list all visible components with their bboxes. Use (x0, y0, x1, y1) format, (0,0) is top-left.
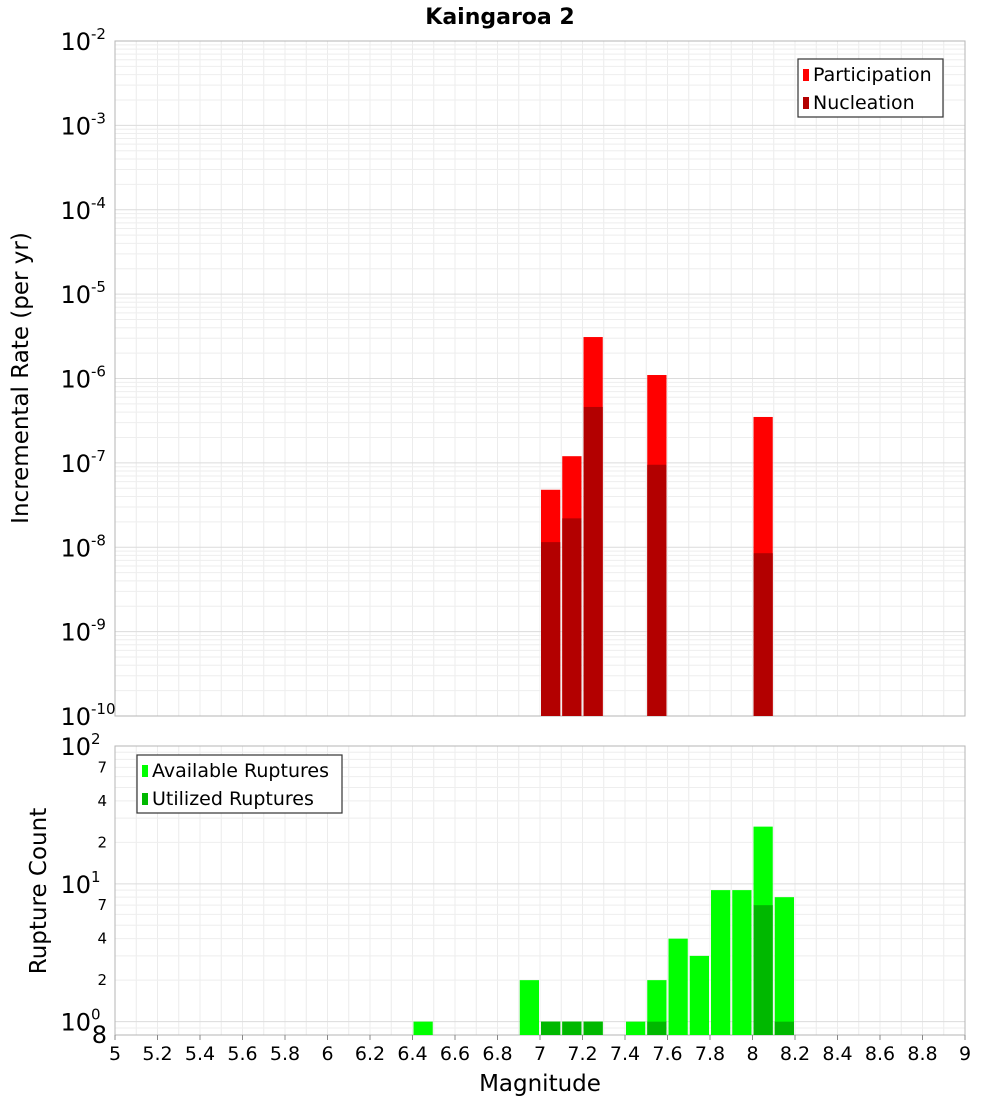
count-bar-secondary (562, 1021, 582, 1035)
count-bar-primary (689, 955, 709, 1035)
count-bar-primary (647, 980, 667, 1035)
bottom-y-minor-tick-label: 4 (97, 930, 107, 948)
top-legend-box (797, 58, 944, 118)
top-y-tick-label-exponent: -4 (91, 194, 106, 212)
x-tick-label: 9 (959, 1043, 971, 1065)
bottom-y-minor-tick-label: 4 (97, 792, 107, 810)
x-tick-label: 5.6 (227, 1043, 257, 1065)
top-y-tick-label: 10 (60, 450, 91, 478)
count-bar-primary (774, 897, 794, 1035)
top-y-tick-label-exponent: -2 (91, 25, 106, 43)
top-y-tick-label-exponent: -9 (91, 616, 106, 634)
count-bar-primary (732, 890, 752, 1035)
x-tick-label: 5.2 (142, 1043, 172, 1065)
top-y-tick-label-exponent: -6 (91, 363, 106, 381)
count-bar-secondary (583, 1021, 603, 1035)
top-y-tick-label: 10 (60, 281, 91, 309)
rate-bar-secondary (753, 553, 773, 716)
top-y-tick-label: 10 (60, 619, 91, 647)
top-y-tick-label: 10 (60, 112, 91, 140)
x-tick-label: 7.8 (695, 1043, 725, 1065)
top-y-tick-label: 10 (60, 197, 91, 225)
top-legend-label: Nucleation (813, 92, 915, 114)
count-bar-primary (711, 890, 731, 1035)
x-tick-label: 7 (534, 1043, 546, 1065)
top-y-tick-label-exponent: -10 (91, 700, 116, 718)
top-y-tick-label-exponent: -5 (91, 278, 106, 296)
x-tick-label: 8.4 (822, 1043, 852, 1065)
x-tick-label: 7.2 (567, 1043, 597, 1065)
count-bar-secondary (753, 905, 773, 1035)
top-y-tick-label: 10 (60, 366, 91, 394)
top-y-axis-label: Incremental Rate (per yr) (8, 232, 34, 524)
top-legend-label: Participation (813, 64, 932, 86)
x-tick-label: 8.8 (907, 1043, 937, 1065)
count-bar-secondary (774, 1021, 794, 1035)
count-bar-primary (668, 938, 688, 1035)
rate-bar-secondary (562, 518, 582, 716)
count-bar-primary (413, 1021, 433, 1035)
bottom-legend-box (136, 754, 343, 814)
bottom-legend-swatch (142, 793, 148, 805)
chart-title: Kaingaroa 2 (425, 5, 574, 30)
top-y-tick-label-exponent: -3 (91, 109, 106, 127)
x-tick-label: 6 (321, 1043, 333, 1065)
x-tick-label: 6.6 (440, 1043, 470, 1065)
bottom-y-tick-label-exponent: 2 (91, 730, 101, 748)
bottom-y-tick-label-exponent: 1 (91, 868, 101, 886)
top-y-tick-label: 10 (60, 534, 91, 562)
bottom-legend-label: Available Ruptures (152, 760, 329, 782)
top-y-tick-label-exponent: -8 (91, 531, 106, 549)
top-y-tick-label: 10 (60, 703, 91, 731)
x-tick-label: 5 (109, 1043, 121, 1065)
x-tick-label: 6.4 (397, 1043, 427, 1065)
x-tick-label: 8.6 (865, 1043, 895, 1065)
bottom-legend-swatch (142, 765, 148, 777)
bottom-legend-label: Utilized Ruptures (152, 788, 314, 810)
bottom-y-minor-tick-label: 2 (97, 833, 107, 851)
bottom-y-tick-label: 10 (60, 733, 91, 761)
top-legend-swatch (803, 69, 809, 81)
x-tick-label: 7.4 (610, 1043, 640, 1065)
top-plot-area: 10-210-310-410-510-610-710-810-910 -10Par… (60, 25, 966, 731)
x-tick-label: 8.2 (780, 1043, 810, 1065)
bottom-y-minor-tick-label: 7 (97, 896, 107, 914)
count-bar-primary (626, 1021, 646, 1035)
count-bar-secondary (647, 1021, 667, 1035)
bottom-y-lower-label: 8 (92, 1021, 107, 1049)
top-y-tick-label: 10 (60, 28, 91, 56)
bottom-y-axis-label: Rupture Count (26, 808, 52, 974)
x-tick-label: 8 (746, 1043, 758, 1065)
count-bar-secondary (541, 1021, 561, 1035)
rate-bar-secondary (583, 406, 603, 716)
bottom-y-minor-tick-label: 2 (97, 971, 107, 989)
x-tick-label: 5.8 (270, 1043, 300, 1065)
top-legend-swatch (803, 97, 809, 109)
count-bar-primary (519, 980, 539, 1035)
x-tick-label: 6.2 (355, 1043, 385, 1065)
bottom-y-tick-label: 10 (60, 1009, 91, 1037)
bottom-y-tick-label-exponent: 0 (91, 1006, 101, 1024)
rate-bar-secondary (541, 542, 561, 716)
plot-frame (114, 40, 966, 717)
x-axis-label: Magnitude (479, 1071, 601, 1097)
x-tick-label: 7.6 (652, 1043, 682, 1065)
x-tick-label: 6.8 (482, 1043, 512, 1065)
x-tick-label: 5.4 (185, 1043, 215, 1065)
top-y-tick-label-exponent: -7 (91, 447, 106, 465)
rate-bar-secondary (647, 464, 667, 716)
bottom-y-minor-tick-label: 7 (97, 758, 107, 776)
bottom-y-tick-label: 10 (60, 871, 91, 899)
